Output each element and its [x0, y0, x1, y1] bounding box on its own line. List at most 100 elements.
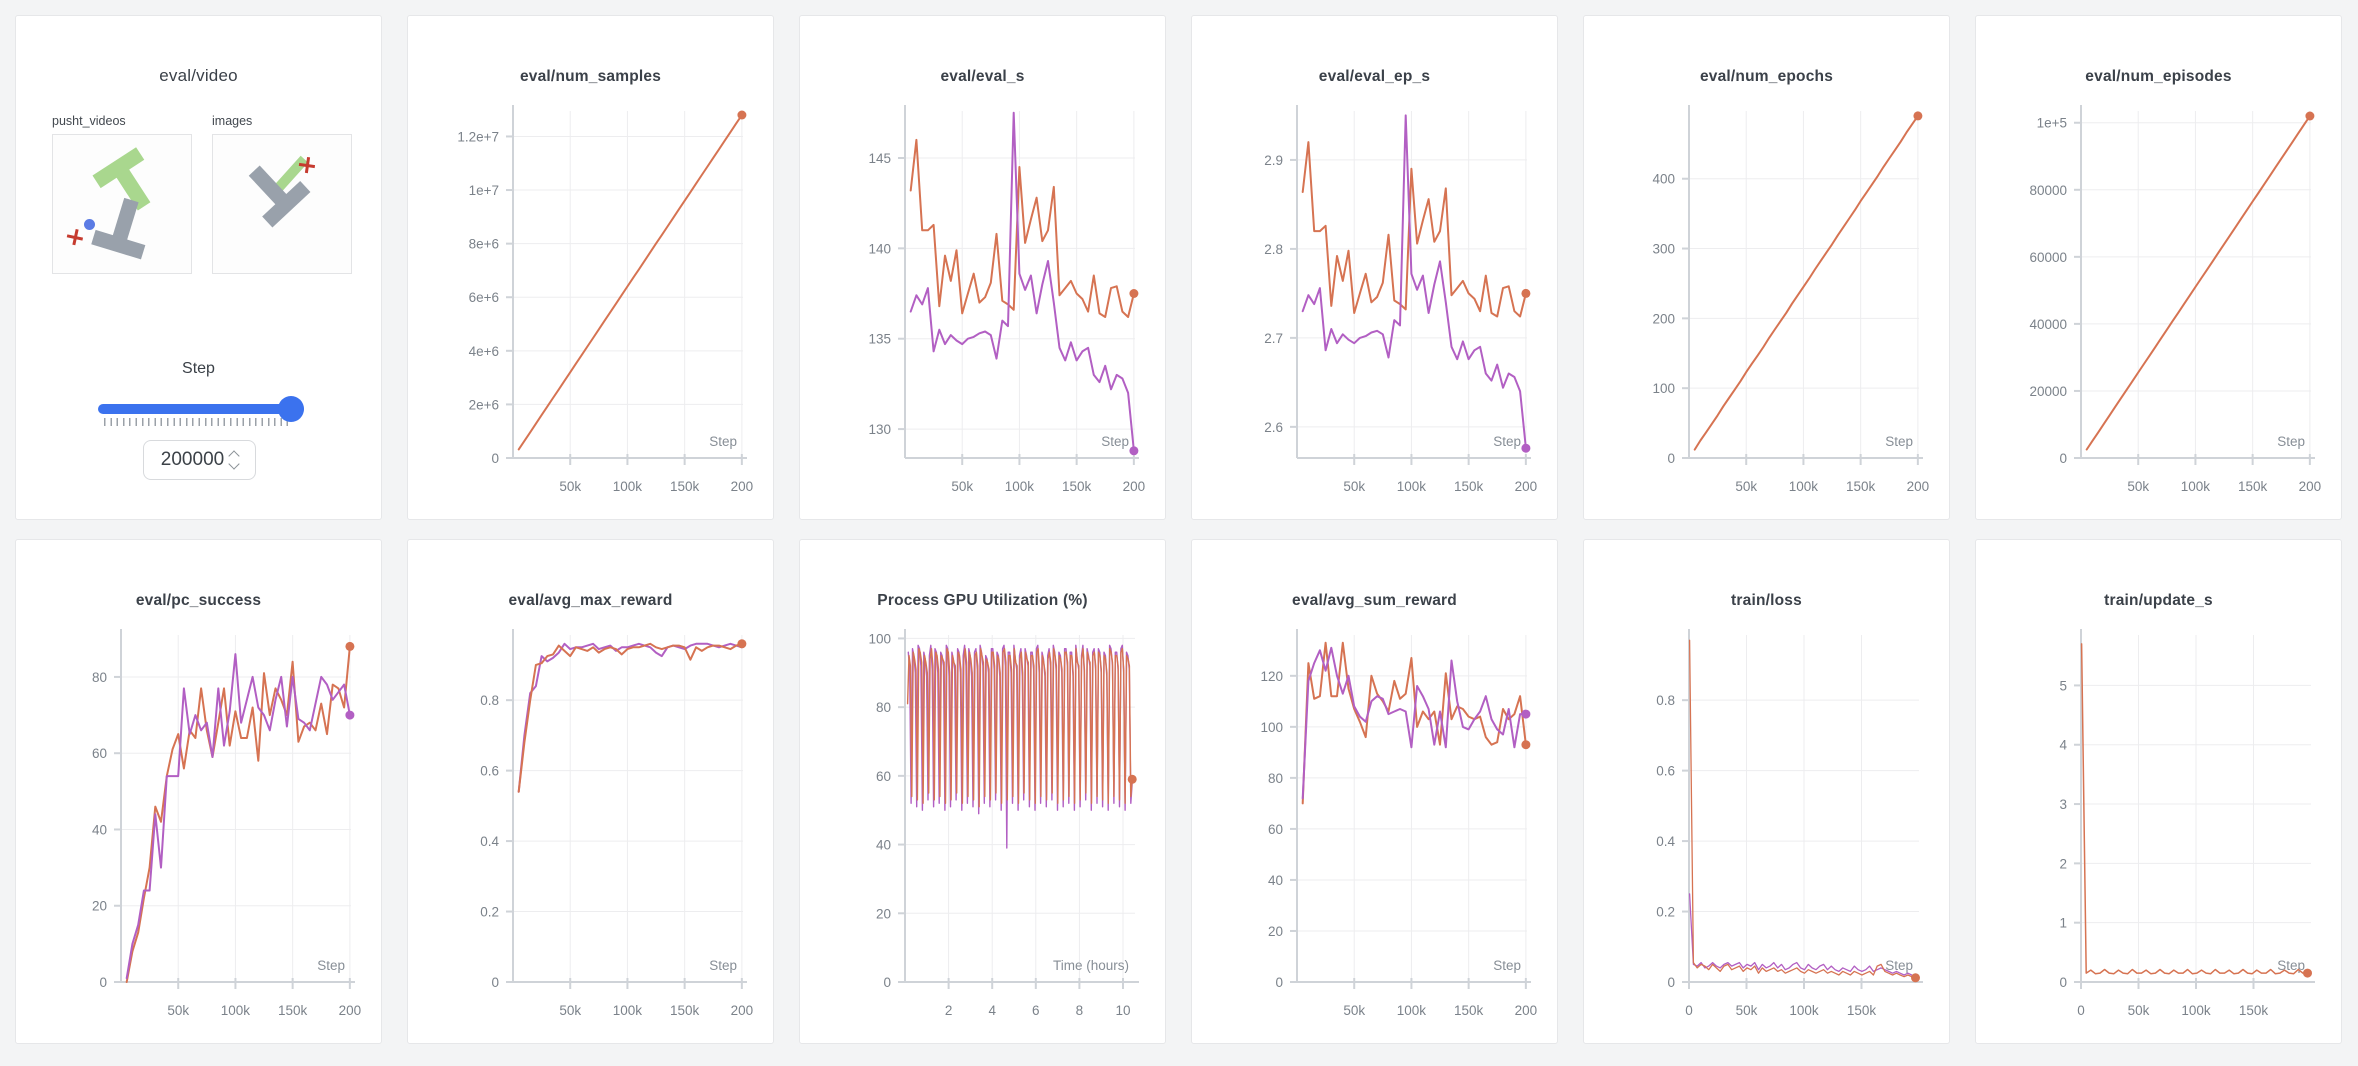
step-slider[interactable]: [98, 396, 304, 428]
panel-title: eval/eval_s: [940, 68, 1025, 85]
series-endpoint-dot-purple-run: [1129, 446, 1139, 456]
chart-panel-train-update-s: train/update_s 0 1 2 3 4 5 0 50k 100k 150k Step: [1975, 539, 2342, 1044]
x-tick-label: 200: [1515, 479, 1538, 494]
stepper-arrows[interactable]: [228, 450, 240, 470]
x-tick-label: 10: [1115, 1003, 1130, 1018]
y-tick-label: 0: [491, 451, 499, 466]
series-purple-run: [1301, 646, 1527, 800]
series-purple-run: [125, 653, 351, 980]
y-tick-label: 0: [2059, 451, 2067, 466]
series-orange-run: [2080, 643, 2309, 975]
x-tick-label: 100k: [613, 479, 643, 494]
step-slider-label: Step: [182, 360, 215, 377]
chart-panel-eval-avg-sum-reward: eval/avg_sum_reward 0 20 40 60 80 100 120 50k 10…: [1191, 539, 1558, 1044]
chart-canvas[interactable]: 2.6 2.7 2.8 2.9 50k 100k 150k 200 Step: [1192, 16, 1558, 520]
x-tick-label: 6: [1032, 1003, 1040, 1018]
x-axis-label: Step: [709, 434, 737, 449]
series-endpoint-dot-orange-run: [737, 639, 747, 649]
chart-panel-train-loss: train/loss 0 0.2 0.4 0.6 0.8 0 50k 100k 150k Step: [1583, 539, 1950, 1044]
x-tick-label: 50k: [167, 1003, 189, 1018]
x-tick-label: 100k: [2181, 1003, 2211, 1018]
chart-canvas[interactable]: 0 2e+6 4e+6 6e+6 8e+6 1e+7 1.2e+7 50k 100k 150k 20…: [408, 16, 774, 520]
y-tick-label: 0: [1667, 451, 1675, 466]
panel-title: eval/num_samples: [519, 68, 662, 85]
series-orange-run: [125, 645, 351, 983]
chevron-down-icon[interactable]: [228, 458, 240, 470]
series-endpoint-dot-orange-run: [2303, 968, 2312, 978]
chart-canvas[interactable]: 0 20 40 60 80 50k 100k 150k 200 Step: [16, 540, 382, 1044]
x-tick-label: 100k: [1789, 479, 1819, 494]
series-orange-run: [517, 114, 743, 451]
chart-canvas[interactable]: 0 0.2 0.4 0.6 0.8 50k 100k 150k 200 Step: [408, 540, 774, 1044]
chart-canvas[interactable]: 0 20000 40000 60000 80000 1e+5 50k 100k 150k 200 S…: [1976, 16, 2342, 520]
video-thumbnail-pusht[interactable]: [52, 134, 192, 274]
x-tick-label: 50k: [1736, 1003, 1758, 1018]
x-tick-label: 200: [1515, 1003, 1538, 1018]
series-orange-run: [1301, 641, 1527, 805]
y-tick-label: 40: [92, 822, 107, 837]
y-tick-label: 0.8: [480, 693, 499, 708]
x-tick-label: 0: [1685, 1003, 1693, 1018]
series-endpoint-dot-purple-run: [1521, 443, 1531, 453]
y-tick-label: 80000: [2029, 183, 2067, 198]
panel-title: eval/eval_ep_s: [1318, 68, 1431, 85]
pusht-agent-dot: [84, 219, 95, 230]
y-tick-label: 0: [99, 975, 107, 990]
x-tick-label: 200: [1907, 479, 1930, 494]
y-tick-label: 0.6: [480, 764, 499, 779]
chart-panel-eval-eval-s: eval/eval_s 130 135 140 145 50k 100k 150k 200 St…: [799, 15, 1166, 520]
y-tick-label: 0: [2059, 975, 2067, 990]
x-axis-label: Step: [1101, 434, 1129, 449]
chart-canvas[interactable]: 0 20 40 60 80 100 2 4 6 8 10 Time (hours): [800, 540, 1166, 1044]
y-tick-label: 2.7: [1264, 331, 1283, 346]
image-thumbnail-pusht[interactable]: [212, 134, 352, 274]
chart-panel-gpu-utilization: Process GPU Utilization (%) 0 20 40 60 80 100…: [799, 539, 1166, 1044]
x-tick-label: 50k: [559, 479, 581, 494]
x-tick-label: 200: [339, 1003, 362, 1018]
chart-canvas[interactable]: 0 20 40 60 80 100 120 50k 100k 150k 200 Step: [1192, 540, 1558, 1044]
series-endpoint-dot-orange-run: [1521, 288, 1531, 298]
series-orange-run: [1688, 639, 1917, 979]
series-endpoint-dot-orange-run: [1911, 973, 1920, 983]
y-tick-label: 40: [1268, 873, 1283, 888]
series-endpoint-dot-orange-run: [1129, 289, 1139, 298]
x-axis-label: Step: [1885, 958, 1913, 973]
slider-handle[interactable]: [278, 396, 304, 422]
step-input-value[interactable]: 200000: [160, 449, 225, 470]
chart-panel-eval-num-samples: eval/num_samples 0 2e+6 4e+6 6e+6 8e+6 1e+7 1.…: [407, 15, 774, 520]
chart-canvas[interactable]: 0 100 200 300 400 50k 100k 150k 200 Step: [1584, 16, 1950, 520]
y-tick-label: 145: [868, 151, 891, 166]
y-tick-label: 2.8: [1264, 242, 1283, 257]
chart-panel-eval-pc-success: eval/pc_success 0 20 40 60 80 50k 100k 150k 200 S…: [15, 539, 382, 1044]
y-tick-label: 0: [883, 975, 891, 990]
chart-canvas[interactable]: 130 135 140 145 50k 100k 150k 200 Step: [800, 16, 1166, 520]
chart-canvas[interactable]: 0 0.2 0.4 0.6 0.8 0 50k 100k 150k Step: [1584, 540, 1950, 1044]
x-tick-label: 4: [988, 1003, 996, 1018]
y-tick-label: 40000: [2029, 317, 2067, 332]
y-tick-label: 0: [491, 975, 499, 990]
x-tick-label: 8: [1076, 1003, 1084, 1018]
x-tick-label: 100k: [1397, 479, 1427, 494]
y-tick-label: 1.2e+7: [457, 129, 499, 144]
y-tick-label: 100: [1652, 381, 1675, 396]
y-tick-label: 3: [2059, 797, 2067, 812]
y-tick-label: 80: [1268, 771, 1283, 786]
x-tick-label: 150k: [1062, 479, 1092, 494]
slider-track[interactable]: [98, 404, 304, 414]
chart-panel-eval-num-epochs: eval/num_epochs 0 100 200 300 400 50k 100k 150k…: [1583, 15, 1950, 520]
step-input[interactable]: 200000: [143, 440, 256, 480]
x-tick-label: 150k: [1846, 479, 1876, 494]
y-tick-label: 1: [2059, 916, 2067, 931]
slider-tick-comb: [104, 418, 290, 426]
x-tick-label: 100k: [613, 1003, 643, 1018]
series-endpoint-dot-orange-run: [345, 641, 355, 651]
x-axis-label: Step: [1493, 434, 1521, 449]
x-tick-label: 150k: [2239, 1003, 2269, 1018]
y-tick-label: 0.6: [1656, 764, 1675, 779]
y-tick-label: 8e+6: [469, 237, 499, 252]
series-orange-run: [909, 138, 1135, 318]
y-tick-label: 0.8: [1656, 693, 1675, 708]
panel-title: eval/num_episodes: [2085, 68, 2232, 85]
x-tick-label: 150k: [1454, 1003, 1484, 1018]
